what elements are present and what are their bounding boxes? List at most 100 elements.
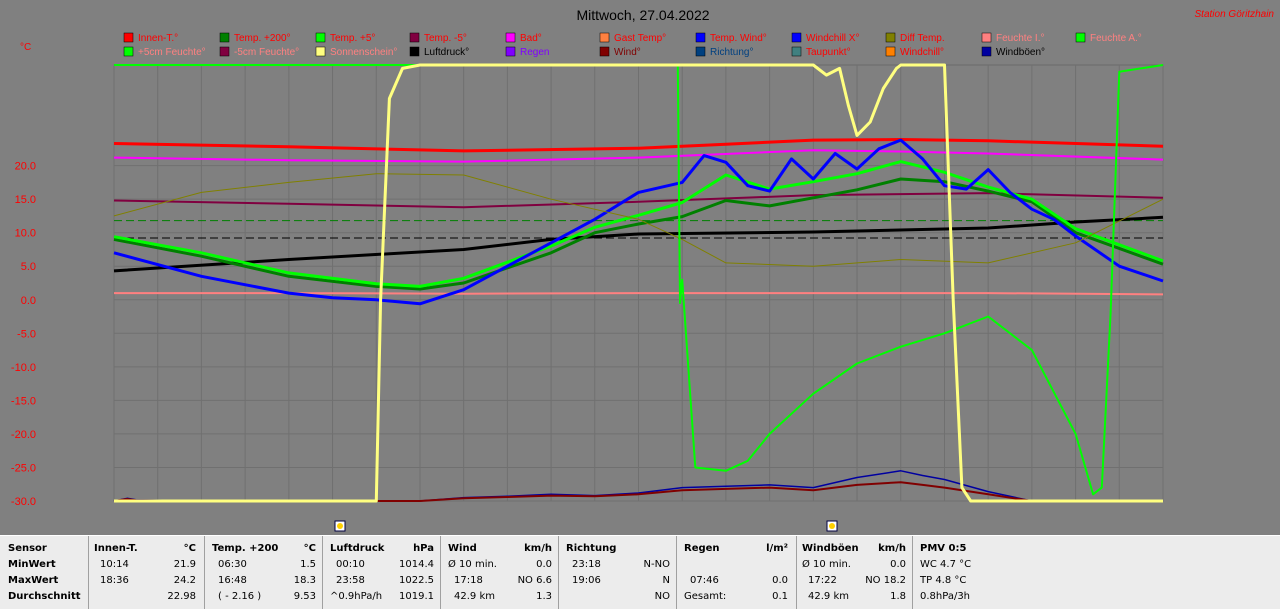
series-line: Innen-T.° (113, 138, 1164, 153)
legend-label: Wind° (614, 47, 641, 58)
grid (113, 64, 1164, 502)
legend-label: -5cm Feuchte° (234, 47, 299, 58)
chart-title: Mittwoch, 27.04.2022 (576, 7, 709, 23)
y-tick-label: 5.0 (21, 261, 36, 273)
stats-wind-avg-distance: 42.9 km (454, 591, 495, 602)
stats-regen-max-time: 07:46 (690, 575, 719, 586)
legend-swatch (505, 46, 516, 57)
legend-swatch (599, 32, 610, 43)
legend-swatch (599, 46, 610, 57)
stats-luft-max-value: 1022.5 (399, 575, 434, 586)
stats-richtung-avg-value: NO (654, 591, 670, 602)
stats-innen-avg-value: 22.98 (167, 591, 196, 602)
stats-boeen-min-time: Ø 10 min. (802, 559, 851, 570)
series-line: Temp. +5° (113, 160, 1164, 288)
stats-header-luft: Luftdruck (330, 543, 385, 554)
stats-richtung-max-time: 19:06 (572, 575, 601, 586)
stats-luft-avg-value: 1019.1 (399, 591, 434, 602)
legend-swatch (695, 32, 706, 43)
y-tick-label: -10.0 (11, 362, 36, 374)
stats-pmv-taupunkt: TP 4.8 °C (920, 575, 967, 586)
stats-unit-regen: l/m² (766, 543, 788, 554)
y-unit-label: °C (20, 42, 31, 53)
stats-innen-min-value: 21.9 (173, 559, 196, 570)
legend-label: Gast Temp° (614, 33, 666, 44)
stats-wind-min-value: 0.0 (536, 559, 552, 570)
y-tick-label: -25.0 (11, 462, 36, 474)
stats-temp-max-value: 18.3 (293, 575, 316, 586)
stats-innen-min-time: 10:14 (100, 559, 129, 570)
stats-richtung-min-value: N-NO (643, 559, 670, 570)
statistics-panel: Sensor MinWert MaxWert Durchschnitt Inne… (0, 535, 1280, 609)
stats-wind-max-value: NO 6.6 (517, 575, 552, 586)
stats-header-pmv: PMV 0:5 (920, 543, 967, 554)
legend-swatch (1075, 32, 1086, 43)
sun-icon-left (334, 520, 346, 532)
stats-temp-min-time: 06:30 (218, 559, 247, 570)
y-tick-label: -5.0 (17, 328, 36, 340)
stats-col-boeen: Windböen km/h Ø 10 min. 0.0 17:22 NO 18.2 4… (796, 536, 913, 609)
stats-col-richtung: Richtung 23:18 N-NO 19:06 N NO (558, 536, 677, 609)
stats-wind-min-time: Ø 10 min. (448, 559, 497, 570)
legend-swatch (409, 46, 420, 57)
legend-swatch (315, 32, 326, 43)
legend-label: Windchill° (900, 47, 944, 58)
stats-header-wind: Wind (448, 543, 477, 554)
weather-chart: Mittwoch, 27.04.2022 Station Göritzhain … (11, 7, 1274, 532)
stats-col-wind: Wind km/h Ø 10 min. 0.0 17:18 NO 6.6 42.9 k… (440, 536, 559, 609)
legend-label: Feuchte I.° (996, 33, 1044, 44)
series-line: Diff Temp. (113, 173, 1164, 267)
plot-area: Innen-T.°Bad° Temp. -5° Luftdruck°Feuchte … (113, 63, 1164, 503)
legend-label: Diff Temp. (900, 33, 945, 44)
legend-swatch (791, 32, 802, 43)
stats-unit-temp: °C (303, 543, 316, 554)
stats-unit-boeen: km/h (878, 543, 906, 554)
stats-boeen-avg-distance: 42.9 km (808, 591, 849, 602)
stats-header-regen: Regen (684, 543, 720, 554)
stats-boeen-max-value: NO 18.2 (865, 575, 906, 586)
stats-col-temp: Temp. +200 °C 06:30 1.5 16:48 18.3 ( - 2.16… (204, 536, 323, 609)
stats-wind-max-time: 17:18 (454, 575, 483, 586)
stats-unit-innen: °C (183, 543, 196, 554)
legend-label: Windchill X° (806, 33, 859, 44)
stats-luft-max-time: 23:58 (336, 575, 365, 586)
y-tick-label: -20.0 (11, 429, 36, 441)
y-tick-label: 0.0 (21, 295, 36, 307)
legend-swatch (885, 46, 896, 57)
legend-swatch (409, 32, 420, 43)
stats-header-richtung: Richtung (566, 543, 617, 554)
stats-col-sensor: Sensor MinWert MaxWert Durchschnitt (0, 536, 89, 609)
series-line: Temp. +200° (113, 177, 1164, 291)
legend-swatch (219, 46, 230, 57)
stats-temp-avg-time: ( - 2.16 ) (218, 591, 262, 602)
stats-luft-min-value: 1014.4 (399, 559, 434, 570)
stats-col-innen: Innen-T. °C 10:14 21.9 18:36 24.2 22.98 (88, 536, 205, 609)
stats-temp-max-time: 16:48 (218, 575, 247, 586)
legend-swatch (695, 46, 706, 57)
sun-icon-right (826, 520, 838, 532)
legend-label: Temp. +200° (234, 33, 291, 44)
stats-header-sensor: Sensor (8, 543, 47, 554)
stats-richtung-max-value: N (662, 575, 670, 586)
legend-label: Sonnenschein° (330, 47, 397, 58)
stats-boeen-min-value: 0.0 (890, 559, 906, 570)
series-line: Temp. -5° (113, 192, 1164, 209)
stats-temp-avg-value: 9.53 (293, 591, 316, 602)
legend-swatch (885, 32, 896, 43)
legend-swatch (123, 32, 134, 43)
stats-pmv-windchill: WC 4.7 °C (920, 559, 972, 570)
legend-label: Richtung° (710, 47, 753, 58)
stats-header-innen: Innen-T. (94, 543, 138, 554)
stats-innen-max-value: 24.2 (173, 575, 196, 586)
legend-label: Temp. Wind° (710, 33, 767, 44)
legend-label: Feuchte A.° (1090, 33, 1142, 44)
stats-label-min: MinWert (8, 559, 56, 570)
series-line: Bad° (113, 149, 1164, 163)
stats-luft-min-time: 00:10 (336, 559, 365, 570)
stats-luft-avg-trend: ^0.9hPa/h (330, 591, 383, 602)
legend: Innen-T.° Temp. +200° Temp. +5° Temp. -5° Ba… (123, 32, 1142, 58)
stats-pmv-pressure-trend: 0.8hPa/3h (920, 591, 971, 602)
stats-regen-total-label: Gesamt: (684, 591, 727, 602)
stats-col-pmv: PMV 0:5 WC 4.7 °C TP 4.8 °C 0.8hPa/3h (912, 536, 1278, 609)
stats-unit-luft: hPa (413, 543, 434, 554)
